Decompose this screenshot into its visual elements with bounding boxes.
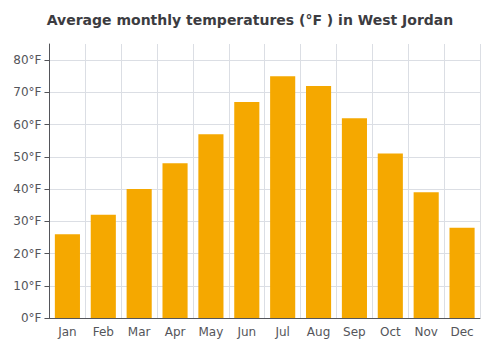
svg-text:Jul: Jul [274, 325, 289, 339]
svg-text:Jun: Jun [236, 325, 256, 339]
svg-text:80°F: 80°F [13, 53, 41, 67]
svg-text:60°F: 60°F [13, 118, 41, 132]
svg-text:Jan: Jan [57, 325, 77, 339]
svg-text:Average monthly temperatures (: Average monthly temperatures (°F ) in We… [47, 12, 454, 28]
svg-text:May: May [199, 325, 224, 339]
svg-text:Apr: Apr [165, 325, 186, 339]
svg-text:10°F: 10°F [13, 279, 41, 293]
svg-text:Oct: Oct [380, 325, 401, 339]
svg-text:Aug: Aug [307, 325, 330, 339]
svg-text:Nov: Nov [414, 325, 437, 339]
svg-text:Dec: Dec [450, 325, 473, 339]
svg-text:Sep: Sep [343, 325, 366, 339]
svg-text:50°F: 50°F [13, 150, 41, 164]
svg-text:30°F: 30°F [13, 214, 41, 228]
svg-text:20°F: 20°F [13, 247, 41, 261]
svg-text:Feb: Feb [93, 325, 114, 339]
svg-text:40°F: 40°F [13, 182, 41, 196]
svg-text:0°F: 0°F [21, 311, 42, 325]
svg-text:70°F: 70°F [13, 85, 41, 99]
svg-text:Mar: Mar [128, 325, 151, 339]
